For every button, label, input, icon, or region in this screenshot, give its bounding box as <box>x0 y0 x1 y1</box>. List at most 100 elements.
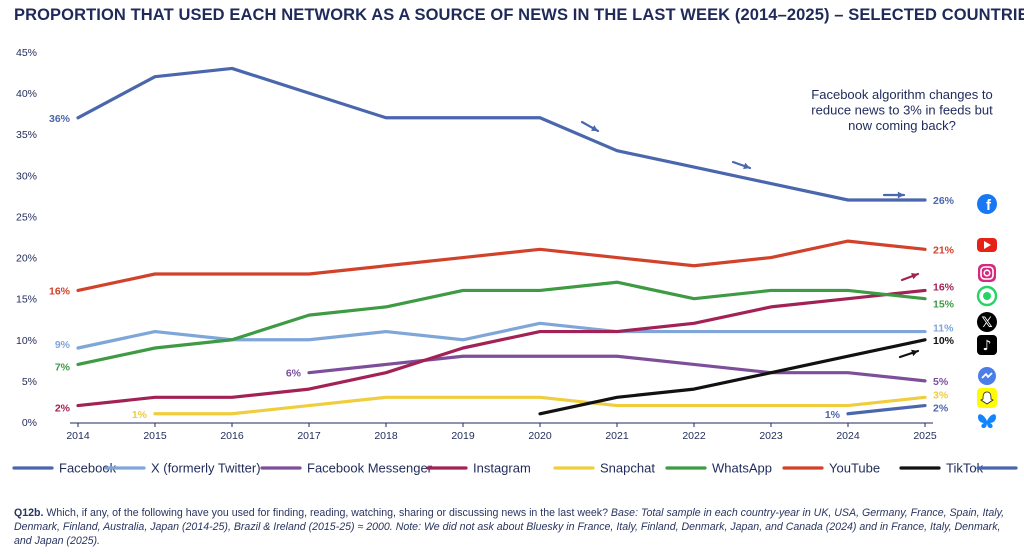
series-lines <box>76 66 927 416</box>
y-tick-label: 40% <box>16 88 37 100</box>
trend-arrow-head <box>743 162 750 170</box>
x-tick-label: 2020 <box>528 430 552 442</box>
y-tick-label: 15% <box>16 294 37 306</box>
series-line <box>153 395 927 416</box>
trend-arrow-head <box>897 191 904 199</box>
bluesky-icon <box>978 414 996 428</box>
series-line <box>76 288 927 408</box>
tiktok-icon: ♪ <box>977 335 997 355</box>
instagram-icon-frame <box>980 266 994 280</box>
instagram-icon-bg <box>978 264 996 282</box>
annotation-line: reduce news to 3% in feeds but <box>811 103 993 118</box>
facebook-icon-glyph: f <box>986 197 992 214</box>
y-tick-label: 20% <box>16 253 37 265</box>
messenger-icon <box>978 367 996 385</box>
tiktok-icon-glyph: ♪ <box>983 338 992 354</box>
series-line <box>76 66 927 202</box>
annotation-line: now coming back? <box>848 118 956 133</box>
legend-label: YouTube <box>829 461 880 476</box>
series-line <box>538 338 927 416</box>
platform-icons: f 𝕏 ♪ <box>976 194 998 428</box>
start-value-label: 2% <box>55 403 71 415</box>
legend-label: TikTok <box>946 461 984 476</box>
y-tick-label: 5% <box>22 376 37 388</box>
x-tick-label: 2016 <box>220 430 244 442</box>
snapchat-icon-ghost <box>980 391 994 405</box>
series-line <box>846 403 927 416</box>
y-tick-label: 0% <box>22 417 37 429</box>
x-tick-label: 2024 <box>836 430 860 442</box>
legend-label: Snapchat <box>600 461 655 476</box>
legend-label: X (formerly Twitter) <box>151 461 261 476</box>
instagram-icon <box>978 264 996 282</box>
x-tick-label: 2021 <box>605 430 629 442</box>
start-value-label: 1% <box>132 409 148 421</box>
x-tick-label: 2025 <box>913 430 937 442</box>
end-value-label: 3% <box>933 389 949 401</box>
legend-label: Instagram <box>473 461 531 476</box>
end-value-label: 2% <box>933 403 949 415</box>
tiktok-icon-bg <box>977 335 997 355</box>
legend-label: Facebook <box>59 461 117 476</box>
annotation-line: Facebook algorithm changes to <box>811 87 992 102</box>
x-tick-label: 2022 <box>682 430 706 442</box>
end-value-label: 15% <box>933 299 955 311</box>
instagram-icon-lens <box>983 269 991 277</box>
x-icon-bg <box>977 312 997 332</box>
start-value-label: 16% <box>49 285 71 297</box>
messenger-icon-bolt <box>981 372 993 379</box>
trend-arrow-head <box>591 125 598 131</box>
trend-arrows <box>580 120 920 359</box>
snapchat-icon <box>977 388 997 408</box>
whatsapp-icon <box>976 285 998 307</box>
trend-arrow-head <box>911 273 918 280</box>
line-chart: 0% 5% 10% 15% 20% 25% 30% 35% 40% 45% 2014 2015 2016… <box>12 47 1024 476</box>
series-labels: 36% 26% 9% 11% 6% 5% 2% 16% 1% 3% 7% 15% 16% 21% 10% 1%… <box>49 113 955 421</box>
series-line <box>76 321 927 350</box>
facebook-icon-bg <box>977 194 997 214</box>
x-tick-label: 2014 <box>66 430 90 442</box>
end-value-label: 16% <box>933 281 955 293</box>
start-value-label: 9% <box>55 339 71 351</box>
end-value-label: 21% <box>933 244 955 256</box>
legend-label: Facebook Messenger <box>307 461 433 476</box>
x-tick-label: 2023 <box>759 430 783 442</box>
youtube-icon <box>977 238 997 252</box>
facebook-icon: f <box>977 194 997 214</box>
legend-label: WhatsApp <box>712 461 772 476</box>
x-tick-label: 2015 <box>143 430 167 442</box>
youtube-icon-play <box>984 241 991 249</box>
bluesky-icon-butterfly <box>978 414 996 428</box>
x-tick-label: 2018 <box>374 430 398 442</box>
footnote-question: Which, if any, of the following have you… <box>43 507 611 519</box>
series-line <box>76 280 927 367</box>
trend-arrow-head <box>911 349 918 357</box>
x-tick-label: 2017 <box>297 430 321 442</box>
end-value-label: 5% <box>933 376 949 388</box>
series-line <box>307 354 927 383</box>
chart-title: PROPORTION THAT USED EACH NETWORK AS A S… <box>14 6 1024 24</box>
end-value-label: 11% <box>933 323 954 335</box>
footnote-question-id: Q12b. <box>14 507 44 519</box>
end-value-label: 10% <box>933 335 955 347</box>
x-tick-label: 2019 <box>451 430 475 442</box>
y-tick-label: 30% <box>16 170 37 182</box>
y-tick-label: 25% <box>16 211 37 223</box>
start-value-label: 7% <box>55 361 71 373</box>
axes: 0% 5% 10% 15% 20% 25% 30% 35% 40% 45% 2014 2015 2016… <box>16 47 937 442</box>
start-value-label: 36% <box>49 113 71 125</box>
whatsapp-icon-dot <box>983 292 991 300</box>
start-value-label: 6% <box>286 368 302 380</box>
y-tick-label: 35% <box>16 129 37 141</box>
footnote: Q12b. Which, if any, of the following ha… <box>14 506 1014 548</box>
start-value-label: 1% <box>825 409 841 421</box>
y-tick-label: 45% <box>16 47 37 59</box>
x-icon: 𝕏 <box>977 312 997 332</box>
series-line <box>76 239 927 293</box>
y-tick-label: 10% <box>16 335 37 347</box>
footnote-base: Base: Total sample in each country-year … <box>14 507 1005 547</box>
end-value-label: 26% <box>933 195 955 207</box>
x-icon-glyph: 𝕏 <box>981 315 992 331</box>
legend: Facebook X (formerly Twitter) Facebook Mes… <box>12 461 1024 476</box>
